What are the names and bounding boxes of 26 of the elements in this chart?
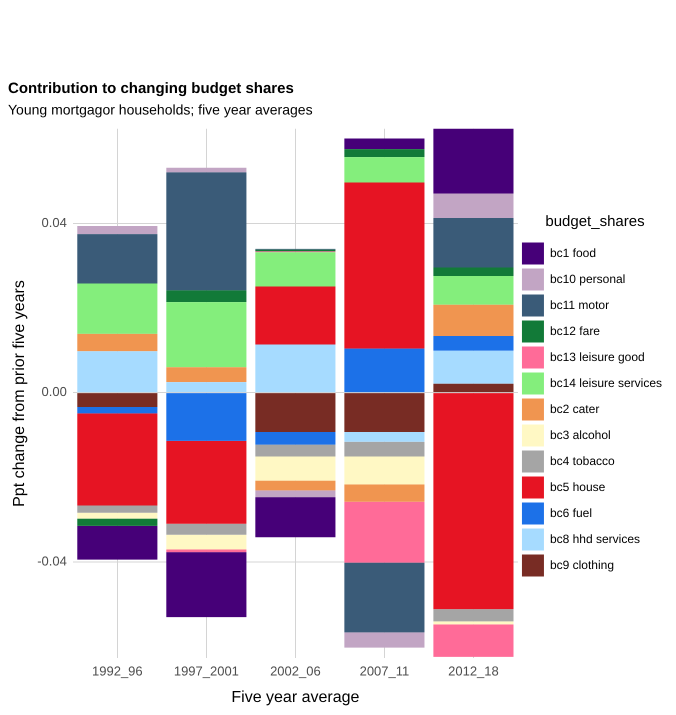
legend-label: bc10 personal: [550, 272, 626, 286]
legend-title: budget_shares: [545, 213, 645, 230]
y-tick-label: 0.00: [42, 384, 67, 400]
legend-label: bc2 cater: [550, 402, 600, 416]
legend-label: bc13 leisure good: [550, 350, 645, 364]
legend-label: bc6 fuel: [550, 506, 592, 520]
x-tick-label: 1992_96: [92, 664, 143, 679]
x-tick-label: 2012_18: [448, 664, 499, 679]
legend-label: bc1 food: [550, 246, 596, 260]
x-tick-label: 1997_2001: [174, 664, 239, 679]
legend-label: bc11 motor: [550, 298, 610, 312]
legend-label: bc14 leisure services: [550, 376, 662, 390]
x-axis-title: Five year average: [231, 688, 360, 706]
legend-label: bc12 fare: [550, 324, 600, 338]
x-tick-label: 2002_06: [270, 664, 321, 679]
x-tick-label: 2007_11: [360, 664, 410, 679]
legend-label: bc4 tobacco: [550, 454, 615, 468]
legend-label: bc9 clothing: [550, 558, 614, 572]
y-tick-label: 0.04: [42, 215, 67, 230]
y-axis-title: Ppt change from prior five years: [11, 280, 28, 507]
y-tick-label: -0.04: [37, 553, 67, 568]
chart-title: Contribution to changing budget shares: [8, 80, 294, 98]
legend-label: bc3 alcohol: [550, 428, 611, 442]
legend-label: bc8 hhd services: [550, 532, 640, 546]
chart-subtitle: Young mortgagor households; five year averages: [8, 101, 313, 118]
legend-label: bc5 house: [550, 480, 606, 494]
